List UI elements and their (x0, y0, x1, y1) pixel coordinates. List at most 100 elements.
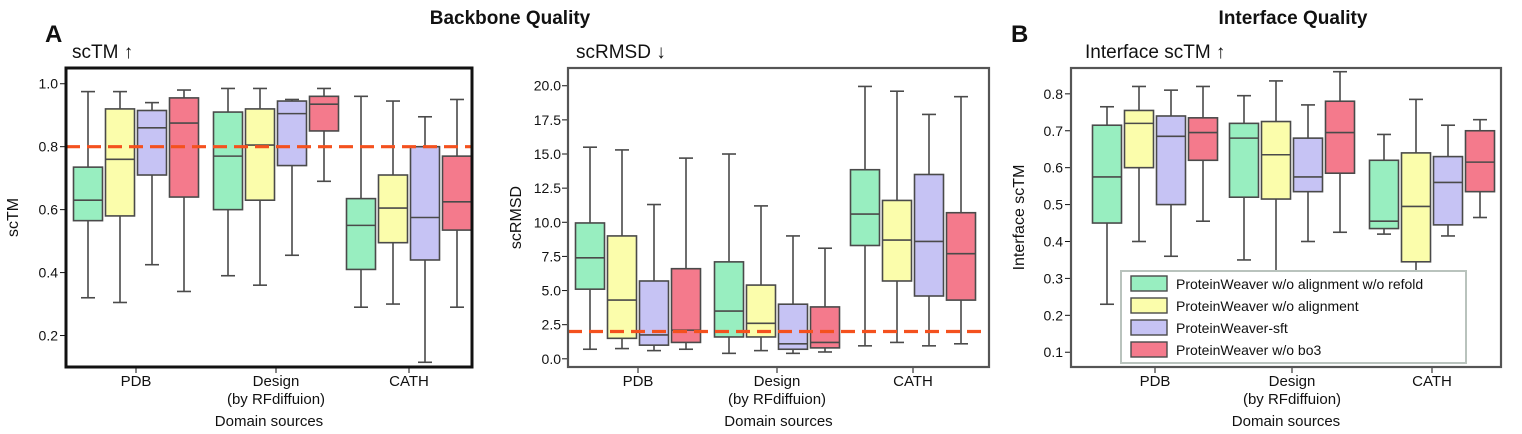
legend-label: ProteinWeaver w/o alignment (1176, 298, 1359, 314)
scrmsd-y-axis-label: scRMSD (508, 186, 525, 249)
box-iqr (1091, 124, 1123, 224)
box-iqr (104, 108, 136, 217)
box-iface-s2-c1 (1292, 104, 1324, 243)
box-iqr (1400, 152, 1432, 263)
box-scrmsd-s2-c2 (913, 113, 945, 347)
box-sctm-s2-c1 (276, 98, 308, 257)
box-iqr (441, 155, 473, 231)
box-iface-s3-c0 (1187, 85, 1219, 222)
interface-quality-header: Interface Quality (1219, 8, 1368, 29)
sctm-ytick-label: 0.6 (39, 202, 59, 218)
sctm-category-label: PDB (121, 373, 152, 390)
sctm-category-label: CATH (389, 373, 429, 390)
sctm-x-axis-label: Domain sources (215, 413, 323, 430)
sctm-ytick-label: 0.2 (39, 328, 59, 344)
box-iface-s1-c1 (1260, 80, 1292, 274)
box-scrmsd-s0-c1 (713, 153, 745, 355)
box-iqr (913, 173, 945, 297)
scrmsd-metric-title: scRMSD ↓ (576, 42, 666, 63)
iface-plot-frame (1069, 66, 1503, 369)
iface-category-label: Design (1269, 373, 1316, 390)
scrmsd-category-sublabel: (by RFdiffuion) (728, 391, 826, 408)
box-scrmsd-s3-c2 (945, 95, 977, 345)
box-iqr (1432, 155, 1464, 226)
box-iqr (574, 222, 606, 290)
iface-ytick-label: 0.4 (1044, 233, 1064, 249)
iface-ytick-label: 0.1 (1044, 344, 1064, 360)
scrmsd-ytick-label: 20.0 (534, 78, 561, 94)
box-scrmsd-s3-c1 (809, 247, 841, 353)
legend: ProteinWeaver w/o alignment w/o refold Pr… (1120, 270, 1467, 364)
scrmsd-ytick-label: 10.0 (534, 214, 561, 230)
box-iqr (713, 261, 745, 338)
box-iqr (1155, 115, 1187, 206)
legend-label: ProteinWeaver w/o bo3 (1176, 342, 1321, 358)
legend-label: ProteinWeaver w/o alignment w/o refold (1176, 276, 1423, 292)
box-sctm-s1-c2 (377, 100, 409, 305)
box-scrmsd-s0-c2 (849, 85, 881, 347)
legend-label: ProteinWeaver-sft (1176, 320, 1288, 336)
box-iqr (1187, 117, 1219, 162)
iface-ytick-label: 0.8 (1044, 86, 1064, 102)
box-iqr (606, 235, 638, 340)
box-iface-s0-c0 (1091, 105, 1123, 306)
iface-ytick-label: 0.3 (1044, 270, 1064, 286)
chart-scrmsd: scRMSD ↓ 0.0 2.5 5.0 7.5 10.0 12.5 15.0 17.5 20.0… (508, 42, 991, 430)
iface-ytick-label: 0.5 (1044, 197, 1064, 213)
box-scrmsd-s1-c0 (606, 149, 638, 350)
backbone-quality-header: Backbone Quality (430, 8, 591, 29)
iface-ytick-label: 0.2 (1044, 307, 1064, 323)
box-iqr (276, 100, 308, 167)
panel-letter-b: B (1011, 21, 1028, 48)
box-sctm-s3-c0 (168, 89, 200, 293)
legend-swatch (1130, 341, 1168, 358)
sctm-plot-frame (64, 66, 474, 369)
box-iqr (136, 109, 168, 176)
iface-ytick-label: 0.6 (1044, 160, 1064, 176)
box-iqr (945, 211, 977, 301)
box-scrmsd-s2-c0 (638, 203, 670, 352)
box-iqr (212, 111, 244, 211)
box-iqr (1324, 100, 1356, 175)
box-sctm-s0-c1 (212, 87, 244, 277)
box-iface-s1-c2 (1400, 98, 1432, 306)
box-sctm-s2-c0 (136, 101, 168, 266)
box-scrmsd-s3-c0 (670, 157, 702, 351)
sctm-category-label: Design (253, 373, 300, 390)
box-iqr (409, 145, 441, 261)
box-iqr (308, 95, 340, 132)
box-iface-s1-c0 (1123, 85, 1155, 243)
scrmsd-x-axis-label: Domain sources (724, 413, 832, 430)
scrmsd-ytick-label: 2.5 (542, 317, 562, 333)
box-sctm-s3-c2 (441, 98, 473, 309)
scrmsd-category-label: PDB (623, 373, 654, 390)
box-scrmsd-s1-c1 (745, 205, 777, 352)
iface-metric-title: Interface scTM ↑ (1085, 42, 1225, 63)
box-iface-s2-c2 (1432, 124, 1464, 237)
legend-swatch (1130, 319, 1168, 336)
box-iqr (1123, 109, 1155, 169)
box-iqr (745, 284, 777, 338)
box-iface-s2-c0 (1155, 89, 1187, 258)
box-sctm-s2-c2 (409, 115, 441, 364)
box-iqr (1292, 137, 1324, 193)
legend-box (1120, 270, 1467, 364)
box-iface-s0-c1 (1228, 94, 1260, 261)
sctm-y-axis-label: scTM (5, 198, 22, 237)
box-iqr (777, 303, 809, 351)
box-sctm-s3-c1 (308, 87, 340, 183)
scrmsd-ytick-label: 17.5 (534, 112, 561, 128)
box-iqr (1368, 159, 1400, 230)
scrmsd-ytick-label: 0.0 (542, 351, 562, 367)
box-iface-s3-c1 (1324, 70, 1356, 234)
legend-swatch (1130, 275, 1168, 292)
box-iqr (244, 108, 276, 201)
box-iqr (849, 168, 881, 247)
scrmsd-ytick-label: 5.0 (542, 283, 562, 299)
sctm-ytick-label: 0.8 (39, 139, 59, 155)
box-iface-s3-c2 (1464, 118, 1496, 219)
box-sctm-s0-c0 (72, 90, 104, 299)
box-iqr (1260, 120, 1292, 200)
